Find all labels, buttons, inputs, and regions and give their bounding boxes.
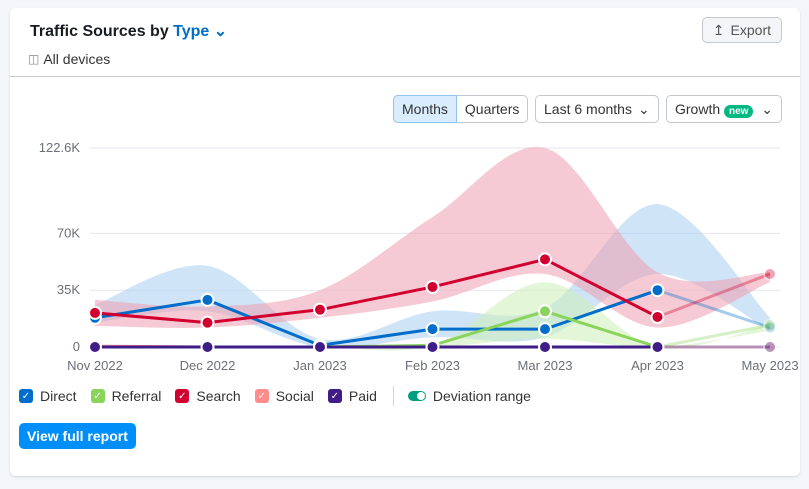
data-point-direct (763, 320, 777, 335)
legend-label: Paid (348, 388, 377, 404)
data-point-direct (200, 292, 215, 307)
widget-title: Traffic Sources by Type ⌄ (30, 23, 228, 40)
y-tick-label: 70K (57, 225, 80, 240)
type-dropdown[interactable]: Type ⌄ (173, 23, 228, 40)
x-tick-label: Nov 2022 (67, 358, 123, 373)
data-point-direct (650, 283, 665, 298)
deviation-range-toggle[interactable]: Deviation range (407, 388, 531, 404)
series-forecast-search (656, 272, 771, 319)
data-point-paid (313, 340, 327, 354)
x-tick-label: May 2023 (741, 358, 798, 373)
data-point-direct (425, 322, 440, 337)
data-point-search (200, 315, 215, 330)
legend-item-paid[interactable]: ✓ Paid (327, 388, 377, 404)
legend-label: Direct (40, 388, 77, 404)
data-point-search (425, 279, 440, 294)
deviation-band-referral (95, 282, 770, 351)
chevron-down-icon: ⌄ (637, 100, 650, 117)
legend-label: Search (196, 388, 241, 404)
series-forecast-referral (657, 323, 771, 349)
series-line-direct (94, 288, 658, 347)
new-badge: new (724, 105, 754, 118)
chevron-down-icon: ⌄ (213, 23, 228, 40)
y-tick-label: 122.6K (39, 140, 81, 155)
x-tick-label: Dec 2022 (180, 358, 236, 373)
traffic-chart: 0 35K 70K 122.6K Nov 2022 Dec 2022 Jan 2023 Feb… (39, 140, 799, 373)
legend-separator (392, 386, 394, 406)
months-button[interactable]: Months (393, 95, 457, 123)
x-tick-label: Jan 2023 (293, 358, 347, 373)
series-line-search (94, 257, 659, 325)
upload-icon: ↥ (712, 21, 725, 38)
data-point-paid (763, 340, 777, 354)
data-point-direct (538, 322, 552, 337)
data-point-referral (538, 304, 552, 319)
data-point-social (763, 340, 777, 354)
data-point-search (763, 266, 777, 281)
checkbox-icon[interactable]: ✓ (90, 389, 105, 403)
legend-item-social[interactable]: ✓ Social (254, 388, 314, 404)
data-point-paid (650, 340, 665, 354)
divider (10, 76, 800, 77)
range-dropdown[interactable]: Last 6 months ⌄ (535, 95, 659, 123)
data-point-paid (538, 340, 552, 354)
x-tick-label: Apr 2023 (631, 358, 684, 373)
x-tick-label: Mar 2023 (518, 358, 573, 373)
series-forecast-direct (657, 288, 771, 329)
checkbox-icon[interactable]: ✓ (327, 389, 342, 403)
devices-filter[interactable]: ◫ All devices (28, 51, 111, 67)
data-point-paid (88, 340, 102, 354)
data-point-search (650, 309, 665, 324)
legend-item-referral[interactable]: ✓ Referral (90, 388, 162, 404)
view-full-report-button[interactable]: View full report (19, 423, 136, 449)
y-tick-label: 0 (73, 339, 80, 354)
quarters-button[interactable]: Quarters (456, 95, 529, 123)
devices-icon: ◫ (28, 52, 40, 66)
checkbox-icon[interactable]: ✓ (175, 389, 190, 403)
data-point-paid (200, 340, 215, 354)
legend-item-search[interactable]: ✓ Search (175, 388, 241, 404)
growth-dropdown[interactable]: Growth new ⌄ (666, 95, 782, 123)
deviation-band-search (95, 146, 770, 328)
data-point-paid (425, 340, 440, 354)
export-button[interactable]: ↥ Export (701, 17, 782, 43)
data-point-search (313, 302, 327, 317)
y-tick-label: 35K (57, 282, 80, 297)
data-point-referral (763, 318, 777, 333)
x-tick-label: Feb 2023 (405, 358, 460, 373)
chevron-down-icon: ⌄ (761, 100, 773, 117)
checkbox-icon[interactable]: ✓ (254, 389, 269, 403)
data-point-search (88, 305, 102, 320)
legend-item-direct[interactable]: ✓ Direct (19, 388, 77, 404)
checkbox-icon[interactable]: ✓ (19, 389, 33, 403)
toggle-icon[interactable] (407, 391, 426, 401)
legend-label: Referral (111, 388, 162, 404)
period-toggle: Months Quarters (393, 95, 529, 123)
legend-label: Social (275, 388, 314, 404)
legend: ✓ Direct ✓ Referral ✓ Search ✓ Social ✓ Paid Devia… (19, 386, 545, 406)
data-point-search (538, 252, 552, 267)
